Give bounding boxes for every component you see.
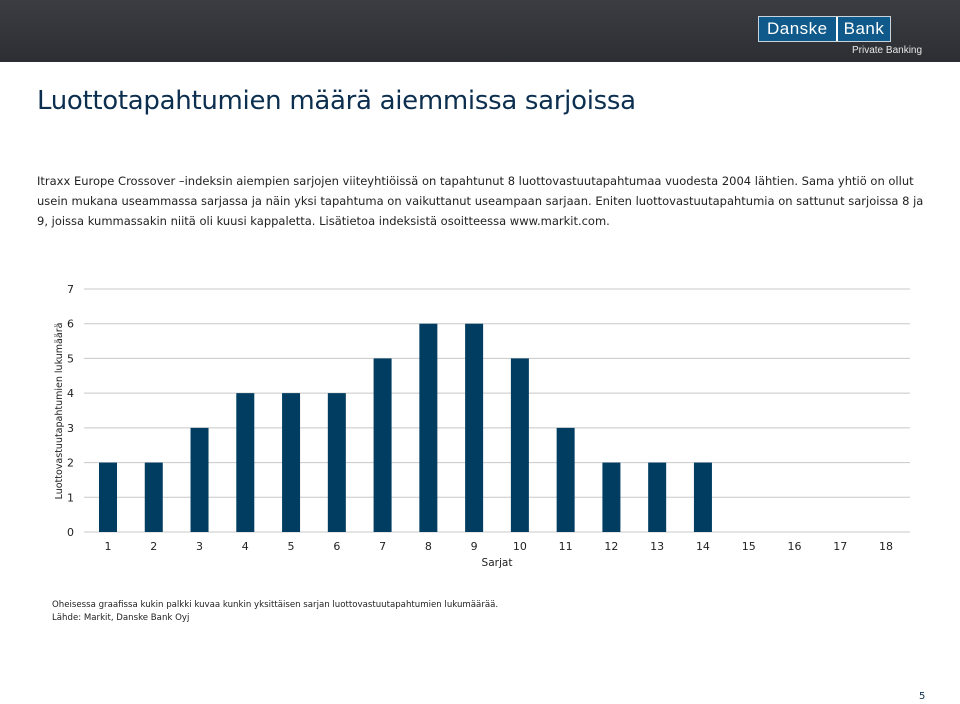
x-tick-label: 13: [650, 540, 664, 553]
y-tick-label: 6: [67, 318, 74, 331]
y-tick-label: 3: [67, 422, 74, 435]
y-tick-label: 2: [67, 457, 74, 470]
bar-series-9: [465, 323, 484, 532]
bar-series-11: [556, 427, 575, 532]
x-tick-label: 12: [604, 540, 618, 553]
x-axis-label: Sarjat: [482, 557, 513, 569]
logo-text-bank: Bank: [837, 17, 891, 41]
x-tick-label: 2: [150, 540, 157, 553]
x-tick-label: 5: [288, 540, 295, 553]
bar-series-12: [602, 462, 621, 532]
danske-bank-logo: Danske Bank: [758, 16, 892, 42]
y-tick-label: 1: [67, 491, 74, 504]
footnote-source: Lähde: Markit, Danske Bank Oyj: [52, 613, 190, 623]
footnote-description: Oheisessa graafissa kukin palkki kuvaa k…: [52, 600, 499, 610]
x-tick-label: 4: [242, 540, 249, 553]
bar-series-2: [144, 462, 163, 532]
y-tick-labels: 0 1 2 3 4 5 6 7: [67, 283, 74, 539]
x-tick-label: 6: [333, 540, 340, 553]
bar-series-4: [236, 393, 255, 532]
page-title: Luottotapahtumien määrä aiemmissa sarjoi…: [37, 86, 636, 116]
intro-paragraph: Itraxx Europe Crossover –indeksin aiempi…: [37, 174, 924, 228]
bar-series-3: [190, 427, 209, 532]
x-tick-label: 18: [879, 540, 893, 553]
bar-series-7: [373, 358, 392, 532]
logo-text-danske: Danske: [759, 17, 838, 41]
bar-series-5: [282, 393, 301, 532]
x-tick-labels: 1 2 3 4 5 6 7 8 9 10 11 12 13 14 15 16 17 18: [105, 540, 894, 553]
bar-series-1: [99, 462, 117, 532]
x-tick-label: 9: [471, 540, 478, 553]
y-tick-label: 0: [67, 526, 74, 539]
x-tick-label: 14: [696, 540, 710, 553]
chart-footnote: Oheisessa graafissa kukin palkki kuvaa k…: [52, 599, 498, 625]
y-axis-label: Luottovastuutapahtumien lukumäärä: [54, 323, 65, 500]
page-number: 5: [919, 691, 926, 702]
x-tick-label: 7: [379, 540, 386, 553]
bar-series-6: [327, 393, 346, 532]
bar-series-10: [510, 358, 529, 532]
bars: [99, 323, 712, 532]
x-tick-label: 16: [787, 540, 801, 553]
bar-series-13: [648, 462, 667, 532]
y-tick-label: 4: [67, 387, 74, 400]
x-tick-label: 8: [425, 540, 432, 553]
logo-subtitle: Private Banking: [852, 45, 923, 56]
x-tick-label: 17: [833, 540, 847, 553]
x-tick-label: 15: [742, 540, 756, 553]
y-tick-label: 5: [67, 352, 74, 365]
bar-series-8: [419, 323, 438, 532]
x-tick-label: 1: [105, 540, 112, 553]
x-tick-label: 3: [196, 540, 203, 553]
y-tick-label: 7: [67, 283, 74, 296]
bar-series-14: [693, 462, 712, 532]
x-tick-label: 11: [559, 540, 573, 553]
x-tick-label: 10: [513, 540, 527, 553]
grid-lines: [84, 288, 910, 533]
